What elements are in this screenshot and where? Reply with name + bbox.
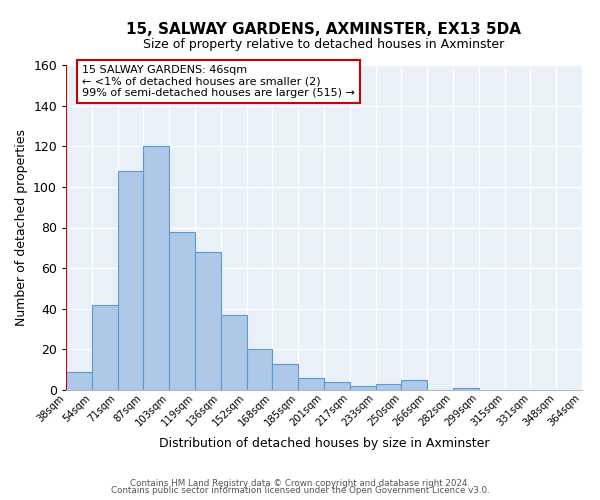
X-axis label: Distribution of detached houses by size in Axminster: Distribution of detached houses by size … (159, 436, 489, 450)
Bar (221, 315, 247, 390)
Text: 15, SALWAY GARDENS, AXMINSTER, EX13 5DA: 15, SALWAY GARDENS, AXMINSTER, EX13 5DA (127, 22, 521, 38)
Bar (118, 170, 143, 390)
Bar (92, 304, 118, 390)
Text: Contains public sector information licensed under the Open Government Licence v3: Contains public sector information licen… (110, 486, 490, 495)
Bar (324, 382, 350, 390)
Bar (169, 232, 195, 390)
Text: Contains HM Land Registry data © Crown copyright and database right 2024.: Contains HM Land Registry data © Crown c… (130, 478, 470, 488)
Text: Size of property relative to detached houses in Axminster: Size of property relative to detached ho… (143, 38, 505, 51)
Bar (453, 388, 479, 390)
Bar (401, 380, 427, 390)
Bar (195, 252, 221, 390)
Y-axis label: Number of detached properties: Number of detached properties (14, 129, 28, 326)
Bar (66, 372, 92, 390)
Bar (376, 384, 401, 390)
Bar (272, 364, 298, 390)
Bar (350, 386, 376, 390)
Bar (247, 350, 272, 390)
Text: 15 SALWAY GARDENS: 46sqm
← <1% of detached houses are smaller (2)
99% of semi-de: 15 SALWAY GARDENS: 46sqm ← <1% of detach… (82, 65, 355, 98)
Bar (298, 378, 324, 390)
Bar (143, 146, 169, 390)
